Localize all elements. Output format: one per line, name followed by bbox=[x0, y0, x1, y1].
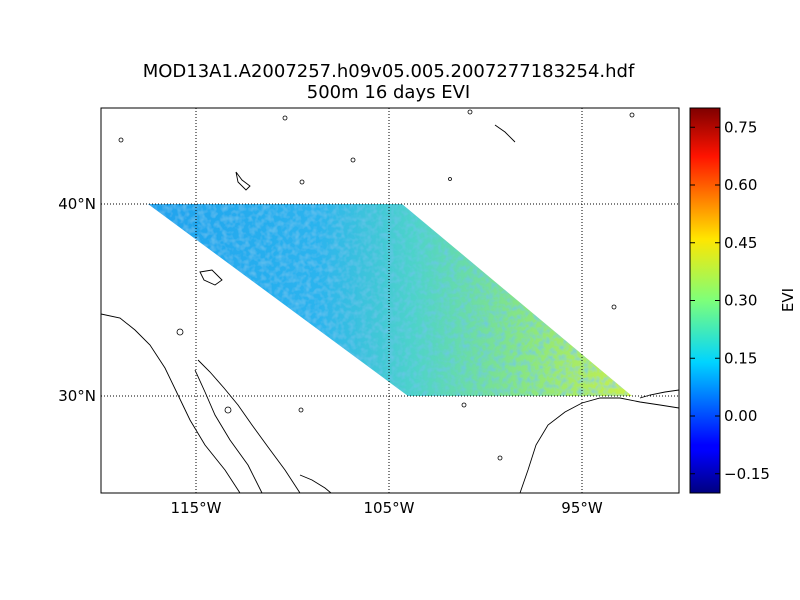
colorbar-tick-label: 0.15 bbox=[724, 349, 757, 367]
colorbar-tick-label: 0.00 bbox=[724, 407, 757, 425]
colorbar-tick-label: 0.60 bbox=[724, 176, 757, 194]
lakes bbox=[118, 109, 635, 461]
map-frame bbox=[100, 107, 680, 494]
map-area bbox=[101, 108, 679, 493]
lat-label-40n: 40°N bbox=[58, 195, 96, 213]
colorbar-label: EVI bbox=[779, 288, 797, 312]
figure-subtitle: 500m 16 days EVI bbox=[306, 82, 471, 103]
colorbar-tick-label: 0.30 bbox=[724, 292, 757, 310]
graticule bbox=[101, 108, 679, 493]
colorbar-tick-label: −0.15 bbox=[724, 465, 770, 483]
colorbar-tick-label: 0.75 bbox=[724, 118, 757, 136]
figure-title: MOD13A1.A2007257.h09v05.005.200727718325… bbox=[142, 61, 635, 82]
lon-label-95w: 95°W bbox=[561, 499, 603, 517]
lon-label-115w: 115°W bbox=[171, 499, 222, 517]
colorbar-tick-label: 0.45 bbox=[724, 234, 757, 252]
lon-label-105w: 105°W bbox=[364, 499, 415, 517]
evi-data-swath bbox=[148, 204, 632, 396]
colorbar: 0.75 0.60 0.45 0.30 0.15 0.00 −0.15 EVI bbox=[689, 107, 797, 494]
lat-label-30n: 30°N bbox=[58, 387, 96, 405]
